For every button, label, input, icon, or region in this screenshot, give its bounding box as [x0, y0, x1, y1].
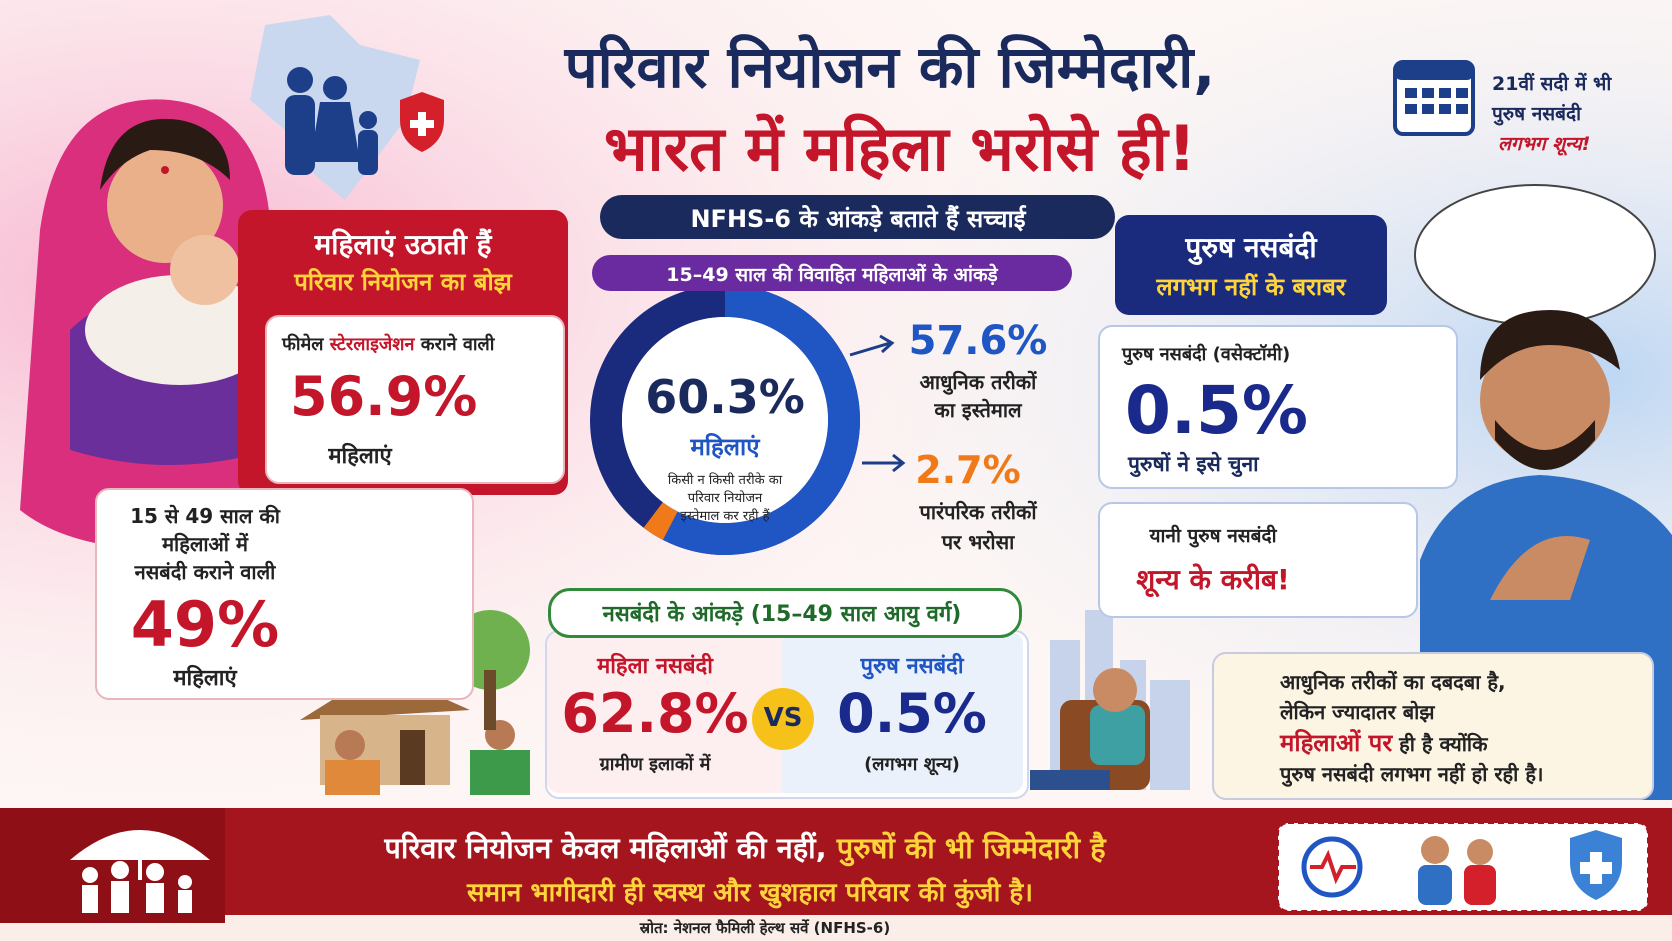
- footer-line2: समान भागीदारी ही स्वस्थ और खुशहाल परिवार…: [466, 878, 1034, 908]
- vasectomy-card: [1098, 325, 1458, 489]
- arrow-traditional: [862, 453, 906, 473]
- family-icon: [285, 67, 378, 175]
- right-heading-box: [1115, 215, 1387, 315]
- comparison-pill: [548, 588, 1022, 638]
- traditional-caption: पारंपरिक तरीकों: [919, 500, 1037, 524]
- vasectomy-caption: पुरुषों ने इसे चुना: [1128, 452, 1259, 476]
- label-part: फीमेल: [282, 334, 330, 355]
- donut-hole: [622, 317, 828, 523]
- right-heading-1: पुरुष नसबंदी: [1185, 231, 1317, 264]
- arrow-modern: [849, 334, 895, 357]
- footer-line1-white: परिवार नियोजन केवल महिलाओं की नहीं,: [384, 831, 837, 865]
- note-line3: महिलाओं पर ही है क्योंकि: [1280, 726, 1487, 759]
- female-half: [547, 632, 782, 793]
- label-part: कराने वाली: [414, 334, 495, 355]
- near-zero-line1: यानी पुरुष नसबंदी: [1149, 525, 1277, 547]
- note-line3-rest: ही है क्योंकि: [1392, 732, 1488, 756]
- near-zero-line2: शून्य के करीब!: [1136, 563, 1290, 596]
- footer-icons-box: [1277, 822, 1649, 912]
- footer-line1: परिवार नियोजन केवल महिलाओं की नहीं, पुरु…: [384, 828, 1105, 867]
- female-value: 62.8%: [561, 682, 749, 745]
- mother-illustration: [20, 99, 290, 551]
- female-caption: ग्रामीण इलाकों में: [599, 754, 711, 775]
- card2-caption: महिलाएं: [173, 666, 237, 691]
- umbrella-family-icon: [70, 830, 210, 913]
- traditional-caption: पर भरोसा: [941, 530, 1015, 554]
- card2-value: 49%: [130, 588, 280, 661]
- left-heading-1: महिलाएं उठाती हैं: [314, 228, 492, 261]
- shield-cross: [410, 112, 434, 136]
- badge-line2: पुरुष नसबंदी: [1492, 103, 1581, 125]
- note-box: [1212, 652, 1654, 800]
- badge-line1: 21वीं सदी में भी: [1492, 73, 1612, 95]
- title-line2: भारत में महिला भरोसे ही!: [603, 112, 1197, 185]
- shield-footer-cross: [1580, 852, 1612, 884]
- label-part-highlight: स्टेरलाइजेशन: [329, 334, 415, 355]
- male-title: पुरुष नसबंदी: [860, 654, 964, 679]
- near-zero-card: [1098, 502, 1418, 618]
- vs-circle: [752, 688, 814, 750]
- card2-line: महिलाओं में: [162, 532, 248, 556]
- subtitle-banner: NFHS-6 के आंकड़े बताते हैं सच्चाई: [690, 205, 1026, 233]
- male-half: [782, 632, 1023, 793]
- vasectomy-title: पुरुष नसबंदी (वसेक्टॉमी): [1122, 344, 1291, 365]
- note-line: आधुनिक तरीकों का दबदबा है,: [1280, 670, 1506, 694]
- donut-pill: [592, 255, 1072, 291]
- vasectomy-value: 0.5%: [1125, 372, 1309, 449]
- card-female-sterilization: [265, 315, 565, 484]
- donut-note: परिवार नियोजन: [687, 491, 763, 506]
- donut-note: किसी न किसी तरीके का: [667, 473, 783, 488]
- card2-line: 15 से 49 साल की: [130, 504, 280, 528]
- footer-source: स्रोत: नेशनल फैमिली हेल्थ सर्वे (NFHS-6): [639, 919, 891, 937]
- modern-caption: का इस्तेमाल: [934, 398, 1022, 422]
- right-heading-2: लगभग नहीं के बराबर: [1156, 273, 1346, 301]
- donut-center-caption: महिलाएं: [690, 433, 760, 461]
- subtitle-pill: [600, 195, 1115, 239]
- modern-value: 57.6%: [908, 318, 1048, 364]
- donut-banner: 15–49 साल की विवाहित महिलाओं के आंकड़े: [666, 264, 998, 286]
- donut-note: इस्तेमाल कर रही हैं: [680, 509, 770, 524]
- comparison-heading: नसबंदी के आंकड़े (15–49 साल आयु वर्ग): [602, 602, 962, 627]
- calendar-icon: [1393, 60, 1475, 136]
- source-band: [0, 915, 1672, 941]
- heart-target-icon: [1301, 836, 1363, 898]
- male-value: 0.5%: [837, 682, 987, 745]
- left-heading-2: परिवार नियोजन का बोझ: [294, 268, 512, 296]
- traditional-value: 2.7%: [915, 448, 1021, 492]
- donut-center-value: 60.3%: [645, 370, 805, 424]
- family-footer-icon: [1418, 836, 1496, 905]
- card1-label: फीमेल स्टेरलाइजेशन कराने वाली: [282, 332, 494, 356]
- donut-segment: [643, 502, 678, 540]
- vs-label: VS: [763, 703, 803, 733]
- female-title: महिला नसबंदी: [597, 654, 713, 679]
- note-highlight: महिलाओं पर: [1280, 729, 1393, 757]
- card1-value: 56.9%: [290, 365, 478, 428]
- note-line: पुरुष नसबंदी लगभग नहीं हो रही है।: [1280, 762, 1544, 786]
- pulse-icon: [1310, 849, 1356, 885]
- note-line: लेकिन ज्यादातर बोझ: [1280, 700, 1435, 724]
- card-sterilization: [95, 488, 474, 700]
- thought-bubble: [1414, 184, 1656, 326]
- modern-caption: आधुनिक तरीकों: [919, 370, 1037, 394]
- donut-segment: [662, 285, 860, 555]
- card2-line: नसबंदी कराने वाली: [134, 560, 276, 584]
- seated-man: [1030, 668, 1150, 790]
- card1-caption: महिलाएं: [328, 444, 392, 469]
- badge-line3: लगभग शून्य!: [1498, 133, 1591, 155]
- footer-line1-yellow: पुरुषों की भी जिम्मेदारी है: [836, 831, 1106, 865]
- male-caption: (लगभग शून्य): [864, 754, 960, 775]
- donut-chart: [590, 285, 860, 555]
- title-line1: परिवार नियोजन की जिम्मेदारी,: [564, 33, 1216, 101]
